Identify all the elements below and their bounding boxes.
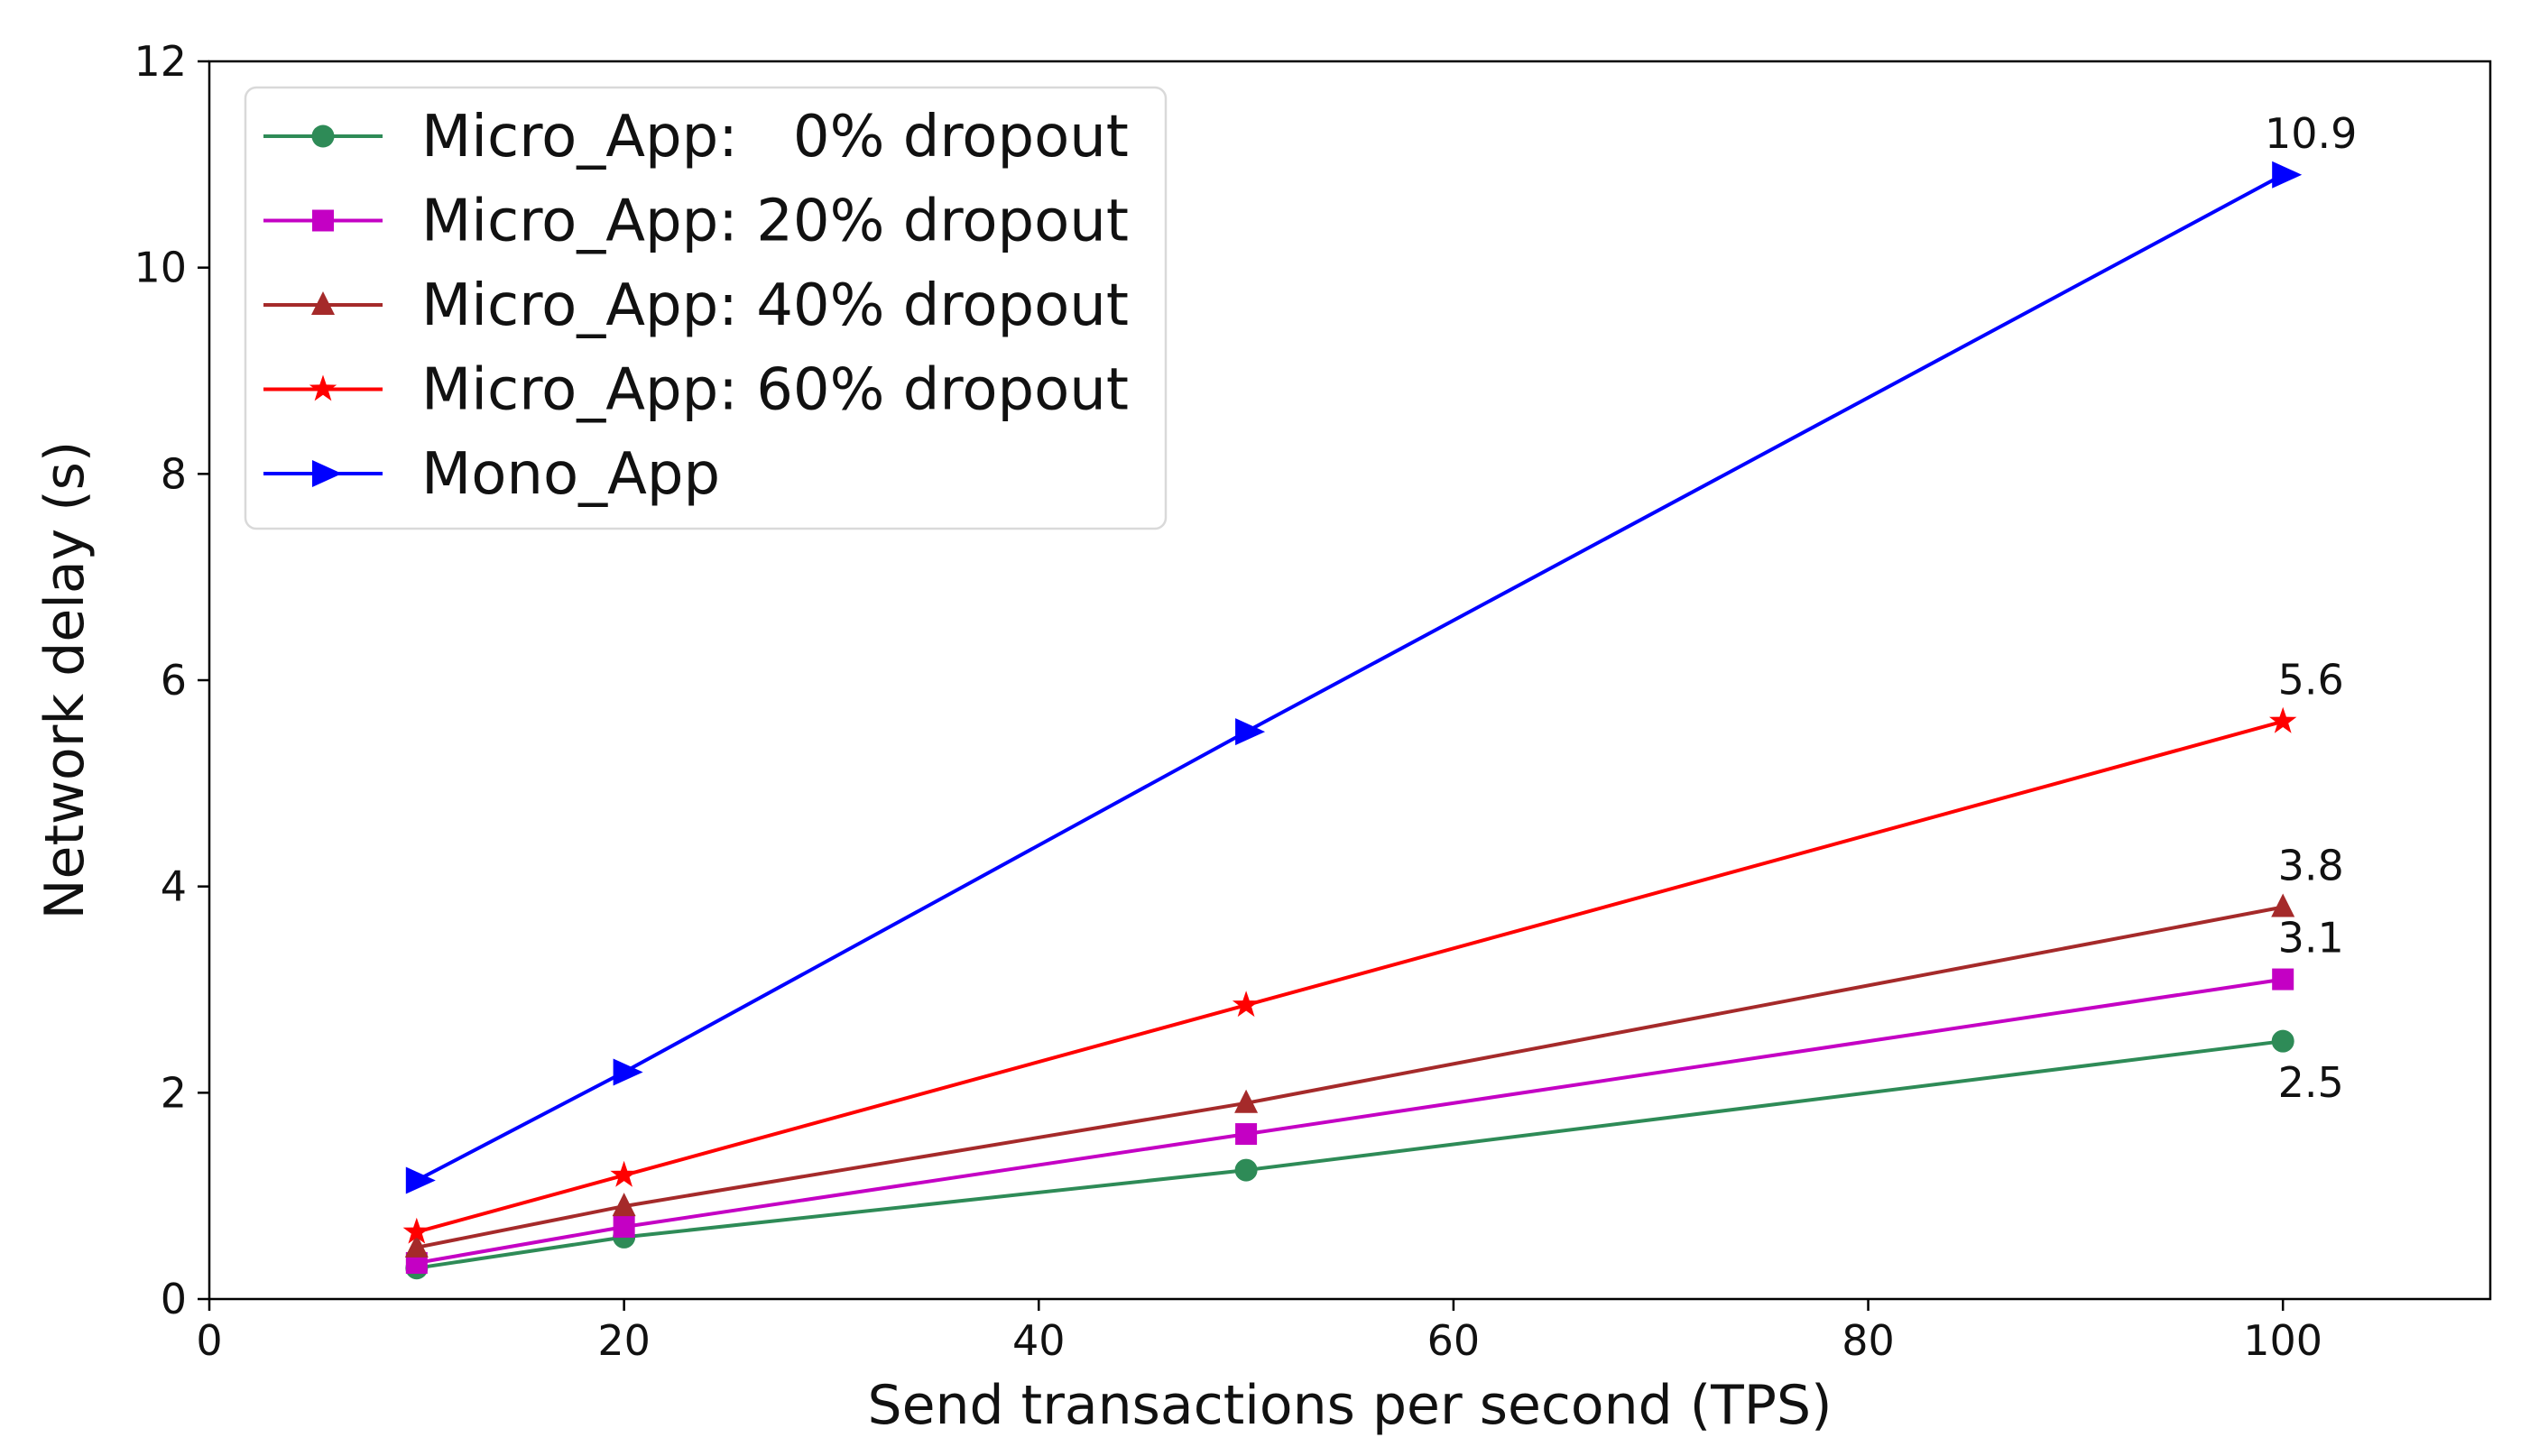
marker-square xyxy=(1235,1123,1258,1146)
x-tick-label: 0 xyxy=(196,1316,222,1365)
marker-triangle-up xyxy=(1234,1089,1259,1113)
legend-label: Micro_App: 40% dropout xyxy=(421,272,1129,339)
x-tick-label: 20 xyxy=(597,1316,651,1365)
y-tick-label: 8 xyxy=(161,449,187,498)
y-tick-label: 6 xyxy=(161,656,187,705)
x-tick-label: 100 xyxy=(2243,1316,2322,1365)
legend-item-4: Mono_App xyxy=(263,441,720,508)
marker-circle xyxy=(2271,1029,2294,1053)
end-label: 2.5 xyxy=(2278,1058,2344,1107)
end-label: 3.1 xyxy=(2278,914,2344,963)
series-0 xyxy=(405,1029,2294,1280)
end-label: 10.9 xyxy=(2265,109,2357,158)
y-tick-label: 4 xyxy=(161,862,187,911)
legend-item-0: Micro_App: 0% dropout xyxy=(263,104,1129,170)
series-line xyxy=(416,905,2284,1249)
series-line xyxy=(416,977,2284,1265)
marker-triangle-right xyxy=(312,460,342,487)
marker-star xyxy=(402,1217,430,1244)
marker-square xyxy=(2272,968,2294,991)
legend-label: Micro_App: 0% dropout xyxy=(421,104,1129,170)
x-tick-label: 80 xyxy=(1842,1316,1895,1365)
end-label: 5.6 xyxy=(2278,656,2344,705)
marker-triangle-right xyxy=(2272,161,2303,189)
x-tick-label: 40 xyxy=(1012,1316,1066,1365)
legend: Micro_App: 0% dropout Micro_App: 20% drop… xyxy=(244,86,1168,530)
legend-item-3: Micro_App: 60% dropout xyxy=(263,357,1129,424)
series-4 xyxy=(405,161,2303,1194)
x-tick-label: 60 xyxy=(1427,1316,1481,1365)
y-tick-label: 12 xyxy=(134,37,187,86)
legend-item-1: Micro_App: 20% dropout xyxy=(263,189,1129,255)
legend-label: Mono_App xyxy=(421,441,720,508)
series-1 xyxy=(405,968,2294,1274)
y-tick-label: 2 xyxy=(161,1068,187,1117)
marker-circle xyxy=(1234,1158,1258,1182)
y-axis-title: Network delay (s) xyxy=(33,441,97,920)
series-lines xyxy=(402,161,2303,1280)
y-tick-label: 10 xyxy=(134,244,187,292)
marker-triangle-right xyxy=(405,1166,436,1194)
marker-triangle-right xyxy=(1235,718,1266,746)
series-line xyxy=(416,719,2284,1234)
axis-ticks: 0 20 40 60 80 100 0 2 4 6 8 10 12 xyxy=(134,37,2322,1365)
marker-square xyxy=(312,209,334,232)
marker-star xyxy=(610,1160,638,1187)
marker-star xyxy=(2269,706,2297,733)
series-3 xyxy=(402,706,2297,1244)
marker-square xyxy=(613,1215,635,1238)
marker-triangle-right xyxy=(613,1058,643,1086)
series-2 xyxy=(404,893,2295,1258)
legend-box xyxy=(244,86,1168,530)
legend-item-2: Micro_App: 40% dropout xyxy=(263,272,1129,339)
end-value-labels: 2.5 3.1 3.8 5.6 10.9 xyxy=(2265,109,2357,1107)
marker-circle xyxy=(311,124,335,148)
series-line xyxy=(415,173,2285,1183)
marker-triangle-up xyxy=(311,291,335,315)
marker-triangle-up xyxy=(2271,893,2295,917)
series-line xyxy=(416,1039,2284,1270)
marker-star xyxy=(1232,991,1260,1018)
y-tick-label: 0 xyxy=(161,1275,187,1323)
marker-star xyxy=(309,374,337,401)
x-axis-title: Send transactions per second (TPS) xyxy=(868,1374,1833,1437)
legend-label: Micro_App: 20% dropout xyxy=(421,189,1129,255)
end-label: 3.8 xyxy=(2278,842,2344,890)
marker-triangle-up xyxy=(612,1193,636,1217)
marker-triangle-up xyxy=(404,1233,429,1258)
legend-label: Micro_App: 60% dropout xyxy=(421,357,1129,424)
